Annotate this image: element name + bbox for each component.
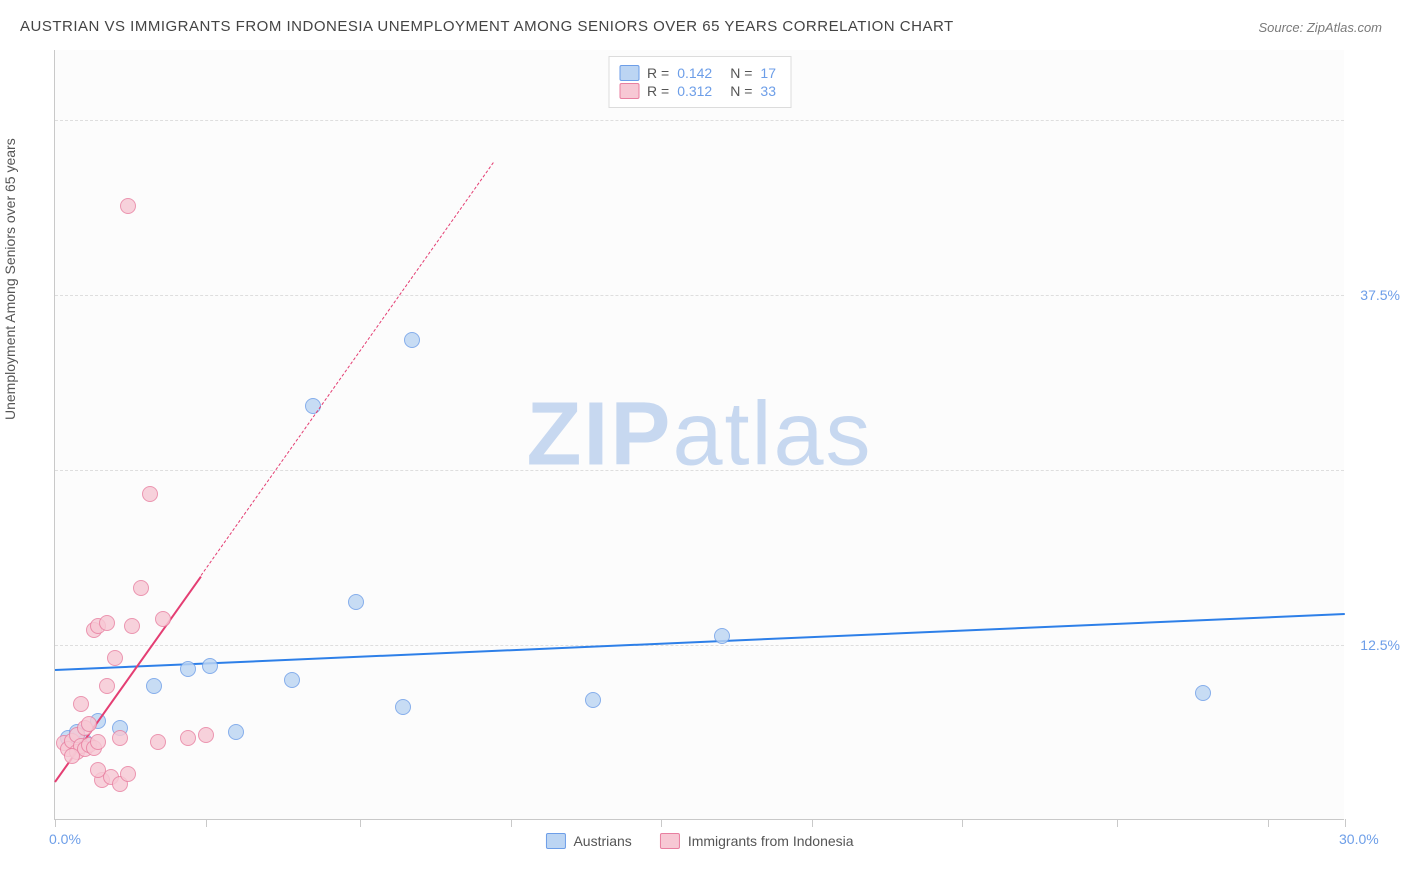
legend-swatch-austrians — [619, 65, 639, 81]
legend-row-austrians: R = 0.142 N = 17 — [619, 65, 776, 81]
x-tick — [55, 819, 56, 827]
scatter-point — [714, 628, 730, 644]
trend-line — [55, 613, 1345, 671]
source-attribution: Source: ZipAtlas.com — [1258, 20, 1382, 35]
x-tick-label: 0.0% — [49, 831, 81, 847]
legend-swatch — [545, 833, 565, 849]
scatter-point — [73, 696, 89, 712]
legend-n-label: N = — [730, 83, 752, 99]
scatter-point — [1195, 685, 1211, 701]
legend-r-label: R = — [647, 65, 669, 81]
scatter-point — [395, 699, 411, 715]
x-tick — [1345, 819, 1346, 827]
legend-r-value-austrians: 0.142 — [677, 65, 712, 81]
x-tick-label: 30.0% — [1339, 831, 1379, 847]
x-tick — [962, 819, 963, 827]
gridline — [55, 645, 1344, 646]
scatter-point — [155, 611, 171, 627]
x-tick — [812, 819, 813, 827]
legend-r-label: R = — [647, 83, 669, 99]
x-tick — [206, 819, 207, 827]
trend-line-extrapolated — [201, 162, 494, 576]
scatter-point — [150, 734, 166, 750]
watermark-bold: ZIP — [526, 384, 672, 484]
scatter-point — [81, 716, 97, 732]
scatter-point — [305, 398, 321, 414]
legend-row-indonesia: R = 0.312 N = 33 — [619, 83, 776, 99]
scatter-point — [90, 734, 106, 750]
legend-label: Immigrants from Indonesia — [688, 833, 854, 849]
legend-n-label: N = — [730, 65, 752, 81]
scatter-point — [64, 748, 80, 764]
scatter-point — [348, 594, 364, 610]
scatter-point — [120, 766, 136, 782]
chart-title: AUSTRIAN VS IMMIGRANTS FROM INDONESIA UN… — [20, 18, 954, 35]
legend-correlation-box: R = 0.142 N = 17 R = 0.312 N = 33 — [608, 56, 791, 108]
legend-swatch — [660, 833, 680, 849]
scatter-point — [146, 678, 162, 694]
scatter-point — [107, 650, 123, 666]
legend-label: Austrians — [573, 833, 631, 849]
x-tick — [661, 819, 662, 827]
legend-n-value-indonesia: 33 — [760, 83, 776, 99]
scatter-point — [228, 724, 244, 740]
scatter-point — [142, 486, 158, 502]
legend-item: Immigrants from Indonesia — [660, 833, 854, 849]
legend-n-value-austrians: 17 — [760, 65, 776, 81]
gridline — [55, 120, 1344, 121]
scatter-point — [112, 730, 128, 746]
legend-series: Austrians Immigrants from Indonesia — [545, 833, 853, 849]
legend-r-value-indonesia: 0.312 — [677, 83, 712, 99]
scatter-point — [133, 580, 149, 596]
x-tick — [360, 819, 361, 827]
x-tick — [1268, 819, 1269, 827]
gridline — [55, 470, 1344, 471]
legend-item: Austrians — [545, 833, 631, 849]
scatter-point — [198, 727, 214, 743]
scatter-point — [180, 730, 196, 746]
x-tick — [511, 819, 512, 827]
scatter-point — [120, 198, 136, 214]
x-tick — [1117, 819, 1118, 827]
scatter-point — [180, 661, 196, 677]
watermark-rest: atlas — [672, 384, 872, 484]
scatter-point — [90, 762, 106, 778]
scatter-point — [99, 615, 115, 631]
y-axis-label: Unemployment Among Seniors over 65 years — [2, 138, 18, 420]
scatter-plot-area: ZIPatlas R = 0.142 N = 17 R = 0.312 N = … — [54, 50, 1344, 820]
gridline — [55, 295, 1344, 296]
y-tick-label: 37.5% — [1360, 287, 1400, 303]
scatter-point — [404, 332, 420, 348]
scatter-point — [99, 678, 115, 694]
scatter-point — [202, 658, 218, 674]
scatter-point — [284, 672, 300, 688]
legend-swatch-indonesia — [619, 83, 639, 99]
scatter-point — [585, 692, 601, 708]
scatter-point — [124, 618, 140, 634]
y-tick-label: 12.5% — [1360, 637, 1400, 653]
